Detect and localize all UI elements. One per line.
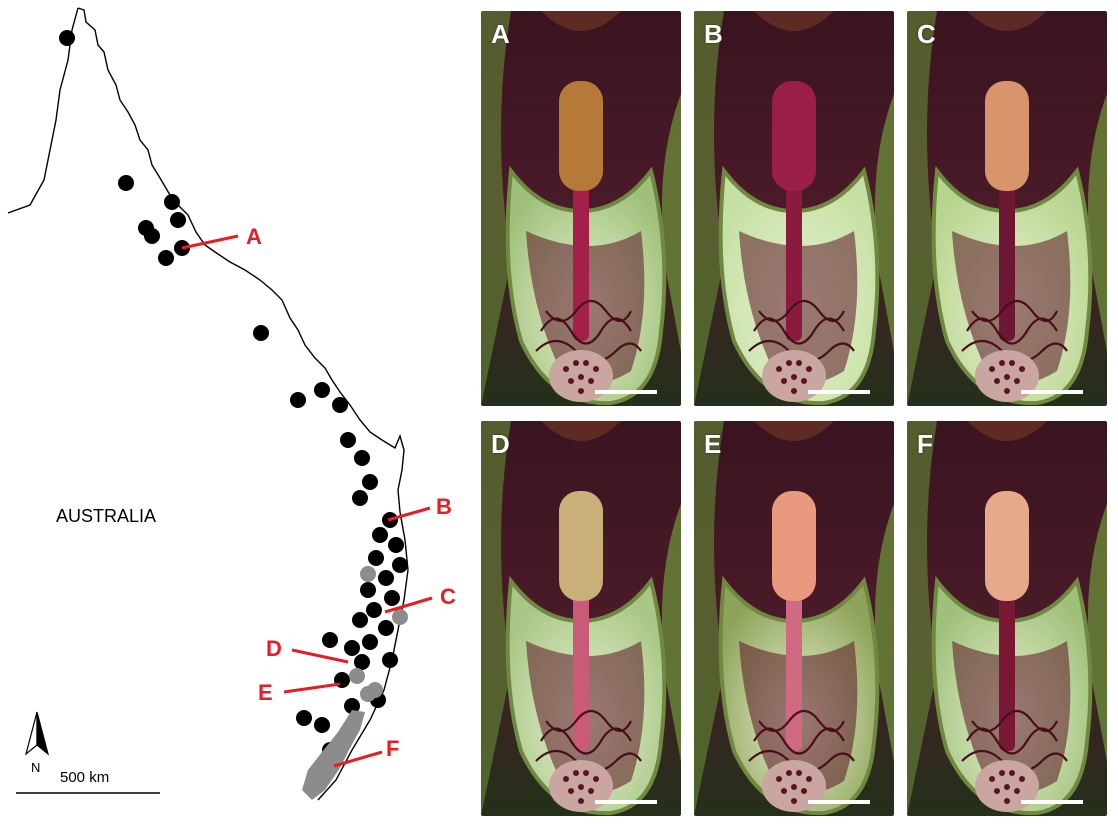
photo-label: E (704, 429, 722, 459)
photo-scale-bar (808, 390, 870, 394)
site-label-b: B (436, 494, 452, 519)
record-point (344, 640, 360, 656)
photo-scale-bar (595, 390, 657, 394)
record-point (392, 557, 408, 573)
site-label-a: A (246, 224, 262, 249)
photo-label: A (491, 19, 510, 49)
record-point (296, 710, 312, 726)
record-point (368, 550, 384, 566)
record-point (360, 582, 376, 598)
records-grey (302, 566, 408, 800)
photo-panel-f: F (907, 421, 1107, 816)
site-label-e: E (258, 680, 273, 705)
record-point (164, 194, 180, 210)
photo-label: D (491, 429, 510, 459)
record-point (360, 566, 376, 582)
record-point (59, 30, 75, 46)
record-point (253, 325, 269, 341)
photo-scale-bar (595, 800, 657, 804)
records-black (59, 30, 408, 758)
site-label-c: C (440, 584, 456, 609)
record-point (314, 382, 330, 398)
record-point (378, 620, 394, 636)
north-arrow-icon (24, 711, 50, 756)
record-point (322, 632, 338, 648)
record-point (372, 527, 388, 543)
record-point (354, 654, 370, 670)
photo-panel-b: B (694, 11, 894, 406)
photo-scale-bar (1021, 800, 1083, 804)
record-point (332, 397, 348, 413)
photo-scale-bar (808, 800, 870, 804)
record-point (158, 250, 174, 266)
photo-label: B (704, 19, 723, 49)
record-point (354, 450, 370, 466)
record-point (388, 537, 404, 553)
leader-lines (181, 234, 433, 768)
site-label-d: D (266, 636, 282, 661)
record-point (384, 590, 400, 606)
photo-panel-d: D (481, 421, 681, 816)
flower-illustration (907, 421, 1107, 816)
photo-label: F (917, 429, 933, 459)
country-label: AUSTRALIA (56, 506, 156, 526)
record-point (362, 474, 378, 490)
photo-panel-e: E (694, 421, 894, 816)
record-point (349, 668, 365, 684)
scale-label: 500 km (60, 769, 109, 786)
flower-illustration (694, 11, 894, 406)
record-point (392, 609, 408, 625)
record-point (340, 432, 356, 448)
flower-illustration (481, 11, 681, 406)
record-point (314, 717, 330, 733)
record-point (366, 602, 382, 618)
photo-panel-c: C (907, 11, 1107, 406)
record-point (352, 612, 368, 628)
site-labels: A B C D E F (246, 224, 456, 761)
site-label-f: F (386, 736, 399, 761)
flower-illustration (907, 11, 1107, 406)
north-label: N (31, 760, 40, 775)
record-point (362, 634, 378, 650)
record-point (378, 570, 394, 586)
record-point (118, 175, 134, 191)
record-point (144, 228, 160, 244)
record-point (344, 698, 360, 714)
record-point (352, 490, 368, 506)
flower-illustration (694, 421, 894, 816)
photo-panel-a: A (481, 11, 681, 406)
flower-illustration (481, 421, 681, 816)
record-point (290, 392, 306, 408)
photo-label: C (917, 19, 936, 49)
record-point (170, 212, 186, 228)
record-point (382, 652, 398, 668)
distribution-map: A B C D E F AUSTRALIA N 500 km (7, 7, 456, 801)
photo-scale-bar (1021, 390, 1083, 394)
record-cluster (302, 710, 365, 800)
record-point (360, 686, 376, 702)
